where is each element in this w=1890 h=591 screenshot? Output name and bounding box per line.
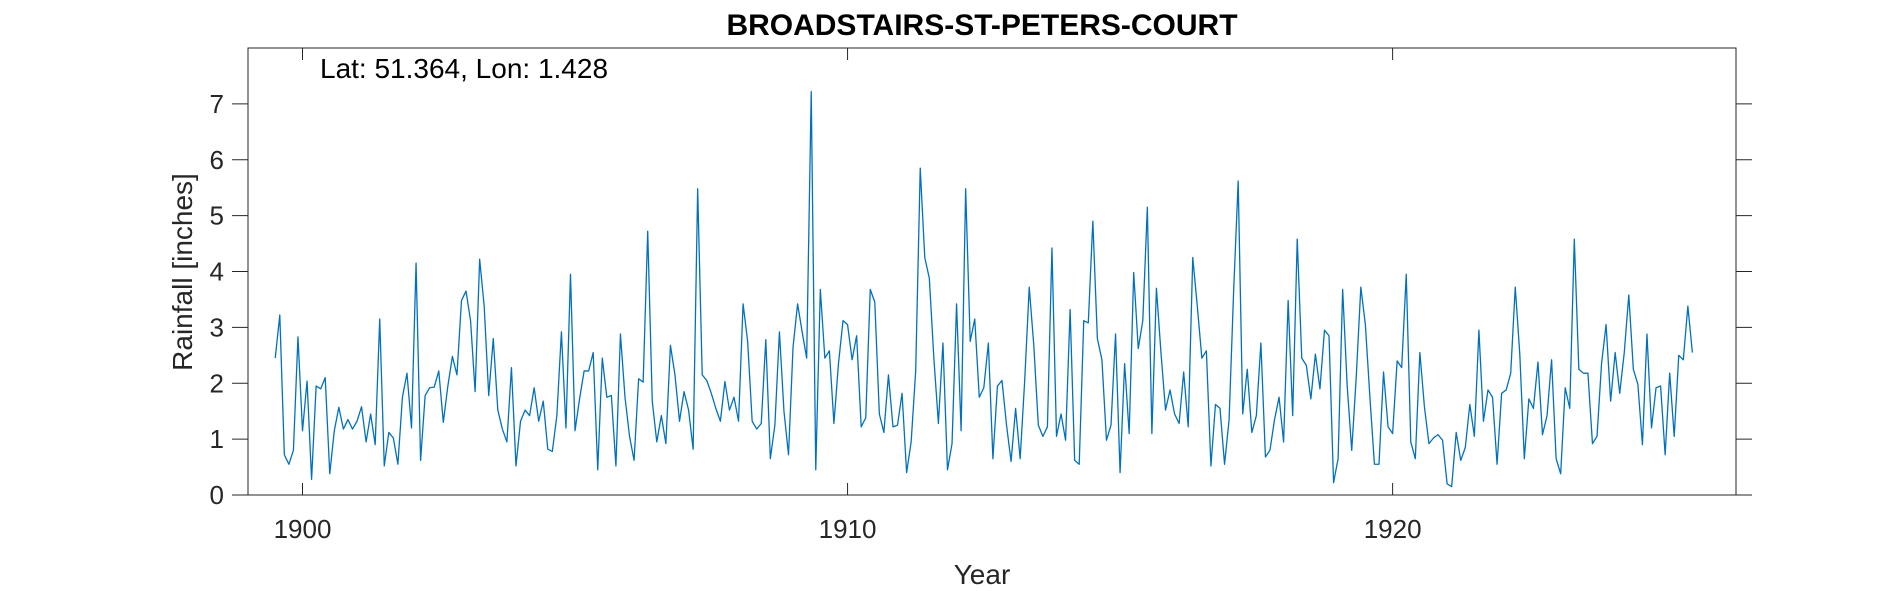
y-tick-label: 7 [210, 89, 224, 119]
y-tick-label: 4 [210, 257, 224, 287]
y-axis-label: Rainfall [inches] [167, 173, 198, 371]
plot-frame [247, 47, 1737, 496]
y-tick-label: 3 [210, 312, 224, 342]
axis-ticks [232, 48, 1752, 496]
x-tick-label: 1920 [1364, 514, 1422, 544]
rainfall-series-line [274, 90, 1694, 488]
y-tick-label: 1 [210, 424, 224, 454]
y-tick-label: 6 [210, 145, 224, 175]
x-tick-label: 1900 [274, 514, 332, 544]
x-tick-label: 1910 [819, 514, 877, 544]
y-tick-label: 2 [210, 368, 224, 398]
location-annotation: Lat: 51.364, Lon: 1.428 [320, 53, 608, 84]
chart-title: BROADSTAIRS-ST-PETERS-COURT [726, 9, 1237, 42]
y-tick-label: 5 [210, 201, 224, 231]
tick-labels: 1900 1910 1920 0 1 2 3 4 5 6 7 [210, 89, 1422, 544]
y-tick-label: 0 [210, 480, 224, 510]
x-axis-label: Year [954, 559, 1011, 590]
